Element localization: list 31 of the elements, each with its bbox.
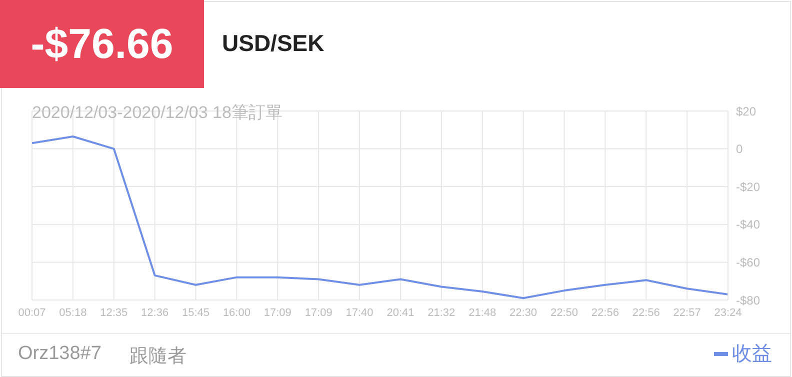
y-tick-label: -$20 [736,180,760,194]
chart-title: USD/SEK [222,30,324,57]
x-tick-label: 21:48 [468,306,496,319]
x-tick-label: 23:24 [714,306,742,319]
y-tick-label: $20 [736,104,756,118]
x-tick-label: 15:45 [182,306,210,319]
x-tick-label: 20:41 [386,306,414,319]
chart-subtitle: 2020/12/03-2020/12/03 18筆訂單 [32,102,282,124]
x-tick-label: 17:09 [264,306,292,319]
x-tick-label: 22:50 [550,306,578,319]
text: Orz138#7 [18,343,102,366]
x-tick-label: 22:56 [591,306,619,319]
text: -$76.66 [0,0,204,88]
y-tick-label: -$40 [736,218,760,232]
x-tick-label: 05:18 [59,306,87,319]
x-tick-label: 22:30 [510,306,538,319]
x-tick-label: 12:35 [100,306,128,319]
line-series [32,136,728,300]
legend-label: 收益 [732,342,772,367]
x-tick-label: 22:56 [632,306,660,319]
y-tick-label: 0 [736,142,743,156]
x-tick-label: 21:32 [428,306,456,319]
x-tick-label: 16:00 [222,306,250,319]
x-tick-label: 00:07 [18,306,46,319]
text: 跟隨者 [129,345,186,369]
x-tick-label: 12:36 [141,306,169,319]
x-tick-label: 22:57 [673,306,701,319]
x-tick-label: 17:09 [304,306,332,319]
y-tick-label: -$60 [736,255,760,270]
y-tick-label: -$80 [736,293,760,308]
x-tick-label: 17:40 [346,306,374,319]
